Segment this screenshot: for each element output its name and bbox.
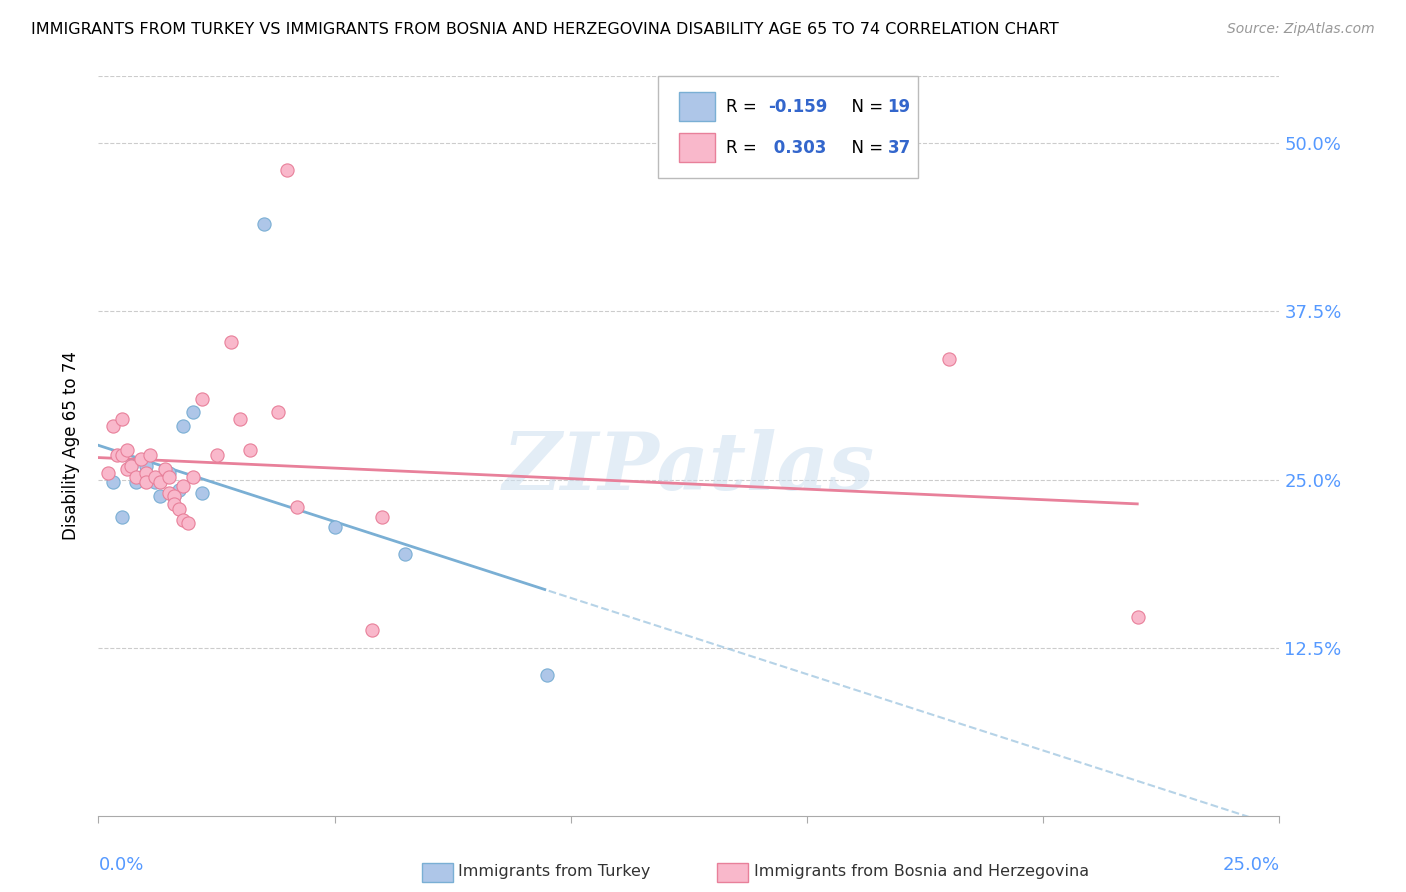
Text: 19: 19 bbox=[887, 97, 911, 115]
Text: R =: R = bbox=[725, 97, 762, 115]
Text: Immigrants from Turkey: Immigrants from Turkey bbox=[458, 864, 651, 879]
Text: Immigrants from Bosnia and Herzegovina: Immigrants from Bosnia and Herzegovina bbox=[754, 864, 1088, 879]
Point bbox=[129, 470, 152, 484]
Point bbox=[167, 483, 190, 498]
Text: -0.159: -0.159 bbox=[768, 97, 827, 115]
Point bbox=[149, 475, 172, 490]
Text: R =: R = bbox=[725, 139, 762, 157]
Point bbox=[157, 466, 180, 480]
Point bbox=[157, 486, 180, 500]
Point bbox=[105, 449, 128, 463]
Text: N =: N = bbox=[841, 139, 889, 157]
Point bbox=[229, 412, 252, 426]
Point bbox=[143, 470, 166, 484]
Point bbox=[205, 449, 228, 463]
Point bbox=[163, 497, 186, 511]
Point bbox=[115, 443, 138, 458]
Point bbox=[276, 163, 298, 178]
Point bbox=[219, 335, 242, 350]
Point bbox=[253, 217, 276, 231]
Point bbox=[361, 624, 384, 638]
Point bbox=[129, 452, 152, 467]
Point bbox=[172, 418, 194, 433]
Point bbox=[371, 510, 394, 524]
Point bbox=[938, 351, 960, 366]
Point bbox=[115, 462, 138, 476]
Point bbox=[167, 502, 190, 516]
Point bbox=[135, 459, 157, 474]
Point bbox=[111, 510, 134, 524]
Point bbox=[153, 462, 176, 476]
Point bbox=[121, 459, 143, 474]
Point bbox=[125, 470, 148, 484]
Point bbox=[181, 405, 204, 419]
Text: ZIPatlas: ZIPatlas bbox=[503, 429, 875, 507]
Text: 37: 37 bbox=[887, 139, 911, 157]
Point bbox=[111, 449, 134, 463]
Point bbox=[191, 392, 214, 406]
Point bbox=[536, 668, 558, 682]
Text: 0.303: 0.303 bbox=[768, 139, 827, 157]
Point bbox=[323, 520, 346, 534]
Text: N =: N = bbox=[841, 97, 889, 115]
Text: Source: ZipAtlas.com: Source: ZipAtlas.com bbox=[1227, 22, 1375, 37]
Point bbox=[239, 443, 262, 458]
Text: IMMIGRANTS FROM TURKEY VS IMMIGRANTS FROM BOSNIA AND HERZEGOVINA DISABILITY AGE : IMMIGRANTS FROM TURKEY VS IMMIGRANTS FRO… bbox=[31, 22, 1059, 37]
Point bbox=[101, 475, 124, 490]
Point bbox=[285, 500, 308, 514]
Point bbox=[181, 470, 204, 484]
Point bbox=[121, 459, 143, 474]
Point bbox=[149, 489, 172, 503]
Y-axis label: Disability Age 65 to 74: Disability Age 65 to 74 bbox=[62, 351, 80, 541]
Point bbox=[97, 466, 120, 480]
Point bbox=[267, 405, 290, 419]
Point bbox=[143, 475, 166, 490]
Point bbox=[163, 489, 186, 503]
Point bbox=[135, 466, 157, 480]
Point bbox=[139, 473, 162, 487]
Point bbox=[1126, 610, 1149, 624]
Point bbox=[157, 470, 180, 484]
Point bbox=[394, 547, 416, 561]
Point bbox=[125, 475, 148, 490]
Point bbox=[163, 489, 186, 503]
Point bbox=[139, 449, 162, 463]
Point bbox=[177, 516, 200, 530]
Point bbox=[135, 475, 157, 490]
Point bbox=[172, 513, 194, 527]
Point bbox=[172, 479, 194, 493]
Text: 25.0%: 25.0% bbox=[1222, 856, 1279, 874]
Point bbox=[101, 418, 124, 433]
Point bbox=[111, 412, 134, 426]
Text: 0.0%: 0.0% bbox=[98, 856, 143, 874]
Point bbox=[191, 486, 214, 500]
